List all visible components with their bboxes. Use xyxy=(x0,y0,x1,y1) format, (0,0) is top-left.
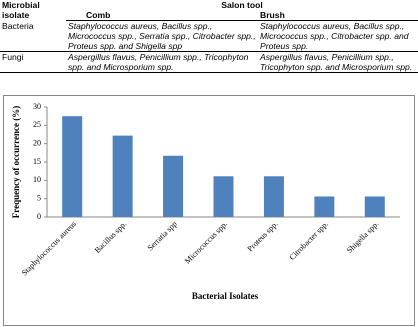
y-tick-label: 15 xyxy=(33,157,41,166)
x-tick-label: Bacillus spp. xyxy=(93,219,129,255)
y-axis-label: Frequency of occurrence (%) xyxy=(11,106,21,218)
data-table: Microbial isolate Salon tool Comb Brush … xyxy=(0,0,418,73)
x-tick-label: Staphylococcus aureus xyxy=(20,219,78,277)
cell: Aspergillus flavus, Penicillium spp., Tr… xyxy=(66,51,258,73)
chart: Frequency of occurrence (%) Bacterial Is… xyxy=(3,95,415,326)
y-tick-label: 10 xyxy=(33,175,41,184)
x-tick-label: Serratia spp xyxy=(146,219,179,252)
x-tick-label: Shigella spp. xyxy=(345,219,381,255)
x-tick-label: Proteus spp. xyxy=(246,219,280,253)
x-axis-label: Bacterial Isolates xyxy=(192,291,259,301)
bar xyxy=(364,196,385,217)
cell: Aspergillus flavus, Penicillium spp., Tr… xyxy=(258,51,418,73)
bar xyxy=(62,116,83,217)
y-tick-label: 5 xyxy=(37,193,41,202)
y-tick-label: 30 xyxy=(33,102,41,111)
y-tick-label: 25 xyxy=(33,120,41,129)
header-cell: Microbial isolate xyxy=(2,0,40,20)
bar xyxy=(163,155,184,217)
bar xyxy=(213,176,234,217)
cell: Fungi xyxy=(0,51,66,73)
chart-frame xyxy=(3,95,415,326)
y-tick-label: 20 xyxy=(33,138,41,147)
x-tick-label: Citrobacter spp. xyxy=(288,219,331,262)
cell: Staphylococcus aureus, Bacillus spp., Mi… xyxy=(66,20,258,52)
cell: Bacteria xyxy=(0,20,66,52)
header-row: Comb Brush xyxy=(0,10,418,21)
y-tick-label: 0 xyxy=(37,212,41,221)
header-cell: Brush xyxy=(258,10,418,21)
cell: Staphylococcus aureus, Bacillus spp., Mi… xyxy=(258,20,418,52)
bar xyxy=(314,196,335,217)
header-cell: Comb xyxy=(66,10,258,21)
bar xyxy=(112,135,133,217)
header-cell: Salon tool xyxy=(221,0,263,10)
x-tick-label: Micrococcus spp. xyxy=(183,219,229,265)
bar xyxy=(263,176,284,217)
table-row: Fungi Aspergillus flavus, Penicillium sp… xyxy=(0,51,418,73)
table-row: Bacteria Staphylococcus aureus, Bacillus… xyxy=(0,20,418,52)
header-row: Microbial isolate Salon tool xyxy=(0,0,418,20)
